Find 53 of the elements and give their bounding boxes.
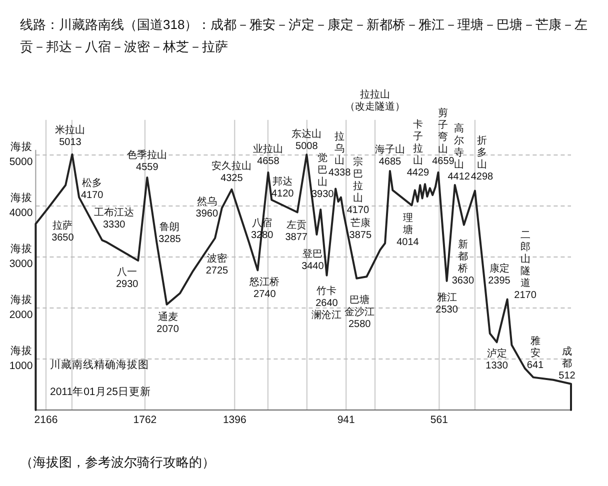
- y-tick-label: 5000: [9, 156, 33, 168]
- annotation: 竹卡 2640 澜沧江: [312, 284, 342, 321]
- annotation: 康定 2395: [488, 262, 511, 286]
- annotation: 卡子拉山 4429: [406, 118, 430, 179]
- annotation: 八一 2930: [116, 267, 139, 290]
- annotation: 二郎山隧道 2170: [514, 230, 537, 301]
- annotation: 拉乌山 4338: [328, 130, 352, 178]
- x-tick-label: 561: [430, 414, 448, 426]
- annotation: 然乌 3960: [196, 196, 218, 220]
- annotation: 色季拉山 4559: [127, 148, 168, 173]
- annotation: 安久拉山 4325: [212, 160, 252, 184]
- annotation: 工布江达 3330: [94, 206, 134, 231]
- annotation: 松多 4170: [80, 176, 104, 201]
- y-tick-label: 3000: [9, 258, 33, 270]
- text: （海拔图，参考波尔骑行攻略的）: [20, 454, 215, 470]
- annotation: 泸定 1330: [486, 348, 508, 372]
- annotation: 登巴 3440: [302, 248, 324, 272]
- annotation: 左贡 3877: [285, 218, 308, 243]
- text: 海拔: [10, 345, 33, 357]
- annotation: 邦达 4120: [272, 175, 294, 200]
- annotation: 芒康 3875: [349, 216, 372, 241]
- annotation: 拉萨 3650: [52, 219, 74, 244]
- annotation: 雅安 641: [526, 334, 544, 371]
- chart-title: 线路：川藏路南线（国道318）：成都－雅安－泸定－康定－新都桥－雅江－理塘－巴塘－芒康－左贡－邦达－八宿－波密－林芝－拉萨: [20, 16, 589, 56]
- x-tick-label: 2166: [34, 414, 58, 426]
- y-tick-label: 1000: [9, 360, 33, 372]
- x-tick-label: 1762: [133, 414, 157, 426]
- annotation: 新都桥 3630: [452, 238, 474, 286]
- y-tick-label: 2000: [9, 309, 33, 321]
- annotation: 海子山 4685: [374, 144, 405, 168]
- annotation: 川藏南线精确海拔图: [50, 358, 149, 371]
- text: 海拔: [10, 243, 33, 255]
- x-tick-label: 941: [337, 414, 356, 426]
- annotation: 波密 2725: [206, 252, 229, 277]
- annotation: 通麦 2070: [156, 310, 180, 335]
- annotation: 东达山 5008: [292, 128, 322, 152]
- annotation: 巴塘金沙江 2580: [344, 294, 375, 330]
- text: 海拔: [10, 294, 33, 306]
- text: 拉拉山（改走隧道）: [345, 88, 405, 112]
- annotation: 2011年01月25日更新: [50, 385, 151, 398]
- text: 海拔: [10, 192, 33, 204]
- annotation: 业拉山 4658: [253, 142, 284, 167]
- annotation: 理塘 4014: [396, 212, 420, 248]
- annotation: 米拉山 5013: [55, 124, 86, 148]
- annotation: 剪子弯山 4659: [432, 106, 455, 167]
- y-tick-label: 4000: [9, 207, 33, 219]
- x-tick-label: 1396: [222, 414, 246, 426]
- text: 海拔: [10, 141, 33, 153]
- annotation: 雅江 2530: [436, 291, 458, 316]
- annotation: 怒江桥 2740: [248, 276, 280, 300]
- annotation: 折多山 4298: [470, 134, 494, 182]
- annotation: 鲁朗 3285: [158, 220, 182, 245]
- annotation: 成都 512: [558, 345, 576, 382]
